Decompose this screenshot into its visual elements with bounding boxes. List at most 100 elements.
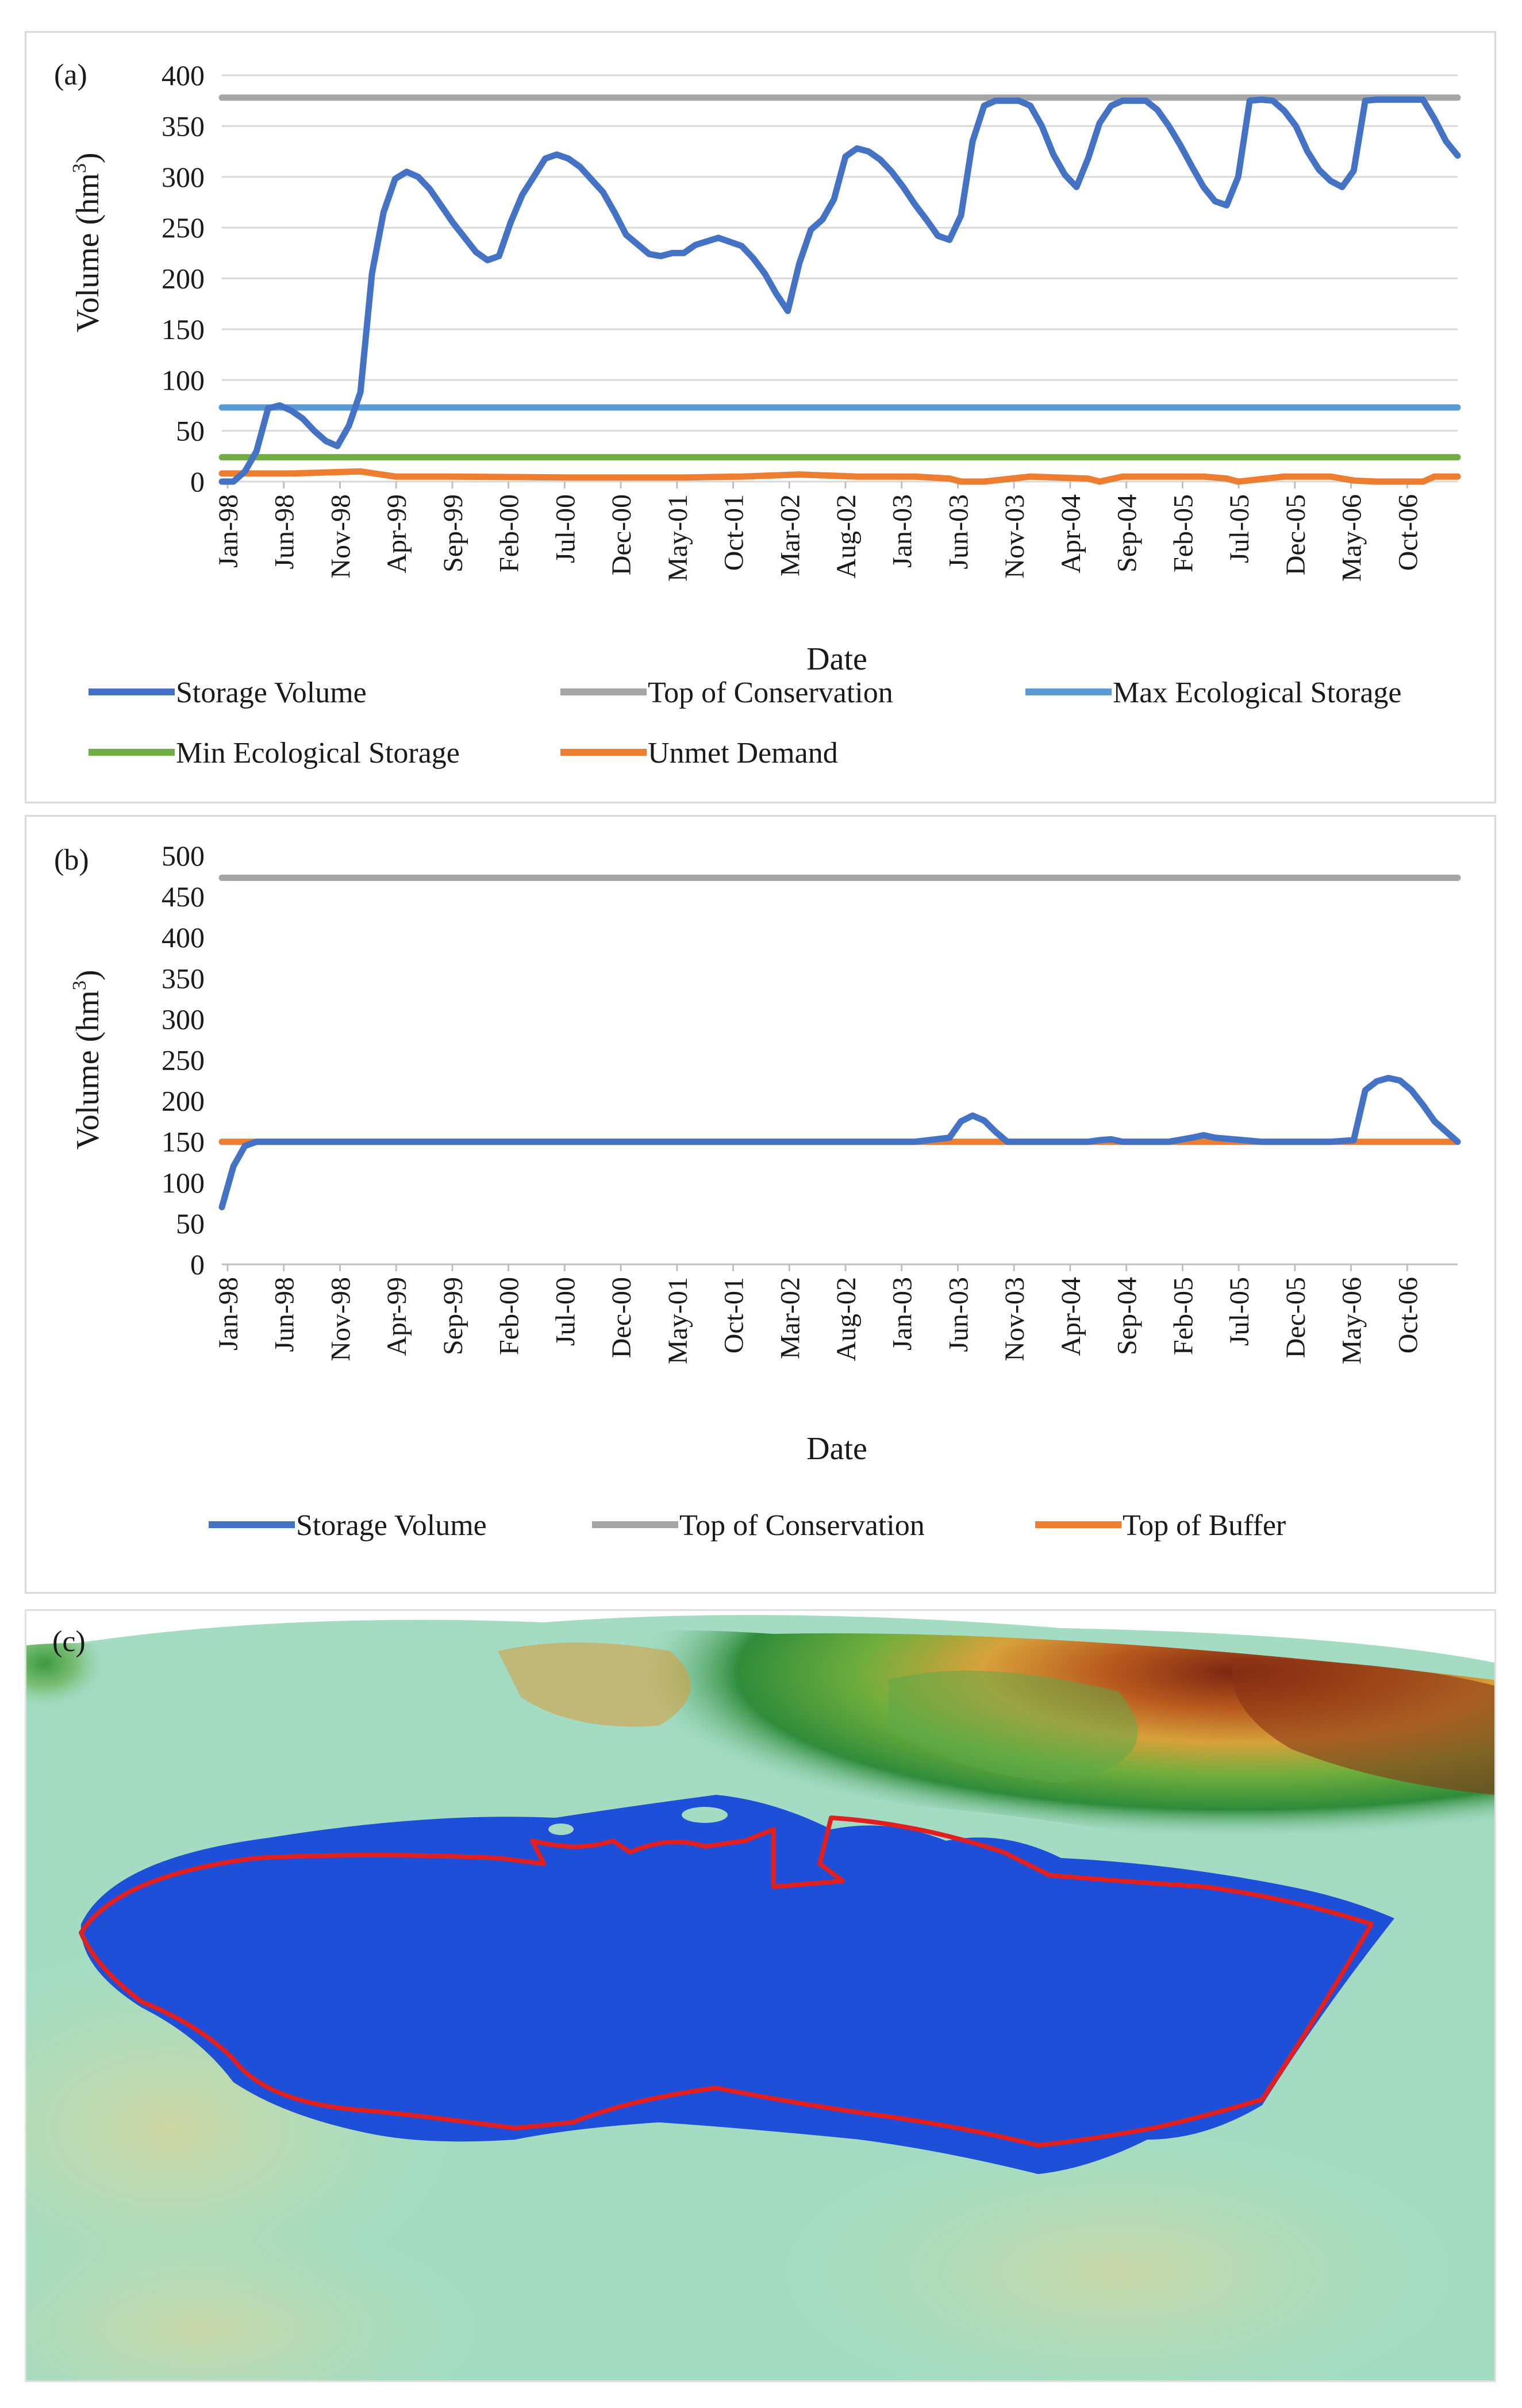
x-tick-label: Oct-06 <box>1393 1277 1423 1353</box>
x-tick-label: Mar-02 <box>775 494 805 576</box>
x-tick-label: May-01 <box>663 494 693 582</box>
reservoir-outline <box>79 1815 1374 2148</box>
grid-lines <box>222 74 1458 483</box>
x-tick-label: May-06 <box>1337 494 1367 582</box>
x-tick-label: Jul-05 <box>1224 494 1255 563</box>
panel-label-a: (a) <box>54 59 87 91</box>
x-axis-label: Date <box>806 1431 867 1467</box>
legend-label-top-of-buffer: Top of Buffer <box>1123 1509 1286 1542</box>
y-tick-label: 300 <box>162 161 205 193</box>
x-tick-label: Dec-05 <box>1281 1277 1311 1358</box>
y-axis-label: Volume (hm3) <box>69 152 106 332</box>
legend-label-max-ecological-storage: Max Ecological Storage <box>1113 676 1402 709</box>
series-lines <box>218 94 1461 485</box>
y-tick-label: 0 <box>190 1248 205 1280</box>
y-axis-label: Volume (hm3) <box>69 970 106 1149</box>
y-tick-label: 250 <box>162 1044 205 1076</box>
x-tick-label: Sep-99 <box>438 494 468 572</box>
legend-label-unmet-demand: Unmet Demand <box>648 737 838 770</box>
y-tick-label: 50 <box>176 415 205 447</box>
x-tick-label: Aug-02 <box>831 494 862 579</box>
x-tick-label: Feb-05 <box>1168 1277 1198 1355</box>
chart-a: (a) 0 50 100 150 200 250 300 350 400 Jan-98 Jun-9… <box>54 59 1461 770</box>
x-tick-label: Jul-05 <box>1224 1277 1255 1346</box>
x-tick-label: Jun-98 <box>270 1277 300 1352</box>
y-tick-label: 400 <box>162 921 205 953</box>
x-tick-label: Jan-98 <box>213 494 244 568</box>
x-tick-label: Apr-99 <box>382 494 412 574</box>
x-tick-label: Dec-05 <box>1281 494 1311 575</box>
y-tick-label: 100 <box>162 1167 205 1199</box>
x-tick-label: Nov-03 <box>1000 1277 1030 1361</box>
x-tick-label: Sep-04 <box>1112 494 1143 572</box>
panel-label-c: (c) <box>52 1625 86 1658</box>
left-hill <box>26 1643 210 1779</box>
legend: Storage Volume Top of Conservation Top of … <box>209 1509 1286 1542</box>
x-tick-label: Jun-98 <box>270 494 300 570</box>
y-tick-label: 350 <box>162 110 205 142</box>
series-line-unmet-demand <box>218 468 1461 485</box>
series-line-storage-volume <box>218 96 1461 485</box>
x-tick-label: Mar-02 <box>775 1277 805 1359</box>
x-tick-label: Oct-01 <box>719 494 750 571</box>
x-tick-label: Dec-00 <box>606 1277 637 1358</box>
legend-label-top-of-conservation: Top of Conservation <box>648 676 893 709</box>
y-tick-label: 300 <box>162 1003 205 1035</box>
panel-b: (b) 0 50 100 150 200 250 300 350 400 450 500 Jan-9… <box>25 815 1496 1594</box>
y-tick-label: 200 <box>162 263 205 295</box>
x-tick-label: Jan-03 <box>887 494 918 568</box>
x-tick-label: Jun-03 <box>943 1277 974 1352</box>
panel-c: (c) <box>25 1609 1496 2382</box>
x-tick-label: Feb-00 <box>494 1277 525 1355</box>
x-tick-label: Apr-04 <box>1056 1277 1086 1356</box>
panel-a: (a) 0 50 100 150 200 250 300 350 400 Jan-98 Jun-9… <box>25 31 1496 803</box>
legend: Storage Volume Top of Conservation Max Eco… <box>89 676 1402 770</box>
x-tick-labels: Jan-98 Jun-98 Nov-98 Apr-99 Sep-99 Feb-00 Jul-… <box>213 482 1423 582</box>
legend-label-top-of-conservation: Top of Conservation <box>679 1509 925 1542</box>
x-tick-label: Jun-03 <box>943 494 974 570</box>
foothill-patch <box>26 2214 486 2380</box>
ridge-highlight <box>498 1642 691 1727</box>
peak-area <box>1232 1657 1494 1795</box>
x-tick-label: May-06 <box>1337 1277 1367 1364</box>
forest-slope <box>889 1671 1138 1783</box>
y-tick-label: 150 <box>162 313 205 345</box>
foothill-patch <box>774 2128 1463 2380</box>
y-tick-label: 500 <box>162 840 205 872</box>
x-tick-label: Aug-02 <box>831 1277 862 1361</box>
y-tick-label: 450 <box>162 880 205 913</box>
legend-label-storage-volume: Storage Volume <box>176 676 367 709</box>
chart-b: (b) 0 50 100 150 200 250 300 350 400 450 500 Jan-9… <box>54 840 1461 1542</box>
x-tick-label: Oct-06 <box>1393 494 1423 571</box>
y-tick-label: 50 <box>176 1207 205 1240</box>
x-tick-label: Nov-03 <box>1000 494 1030 579</box>
y-tick-label: 100 <box>162 364 205 396</box>
reservoir-water <box>80 1795 1394 2174</box>
y-tick-label: 200 <box>162 1085 205 1117</box>
x-tick-label: May-01 <box>663 1277 693 1364</box>
x-tick-label: Feb-05 <box>1168 494 1198 572</box>
legend-label-min-ecological-storage: Min Ecological Storage <box>176 737 460 770</box>
x-tick-labels: Jan-98 Jun-98 Nov-98 Apr-99 Sep-99 Feb-00 Jul-… <box>213 1264 1423 1364</box>
x-tick-label: Jan-98 <box>213 1277 244 1351</box>
x-tick-label: Sep-04 <box>1112 1277 1143 1355</box>
panel-label-b: (b) <box>54 844 89 876</box>
x-tick-label: Nov-98 <box>325 494 356 579</box>
x-tick-label: Apr-04 <box>1056 494 1086 574</box>
y-tick-label: 350 <box>162 962 205 994</box>
island <box>548 1824 574 1835</box>
x-tick-label: Dec-00 <box>606 494 637 575</box>
terrain-map: (c) <box>26 1611 1494 2380</box>
x-tick-label: Nov-98 <box>325 1277 356 1361</box>
y-tick-label: 400 <box>162 59 205 91</box>
x-tick-label: Jan-03 <box>887 1277 918 1351</box>
y-tick-label: 250 <box>162 211 205 244</box>
y-tick-labels: 0 50 100 150 200 250 300 350 400 <box>162 59 205 498</box>
x-tick-label: Jul-00 <box>550 1277 581 1346</box>
x-tick-label: Oct-01 <box>719 1277 750 1353</box>
x-tick-label: Jul-00 <box>550 494 581 563</box>
island <box>682 1807 728 1823</box>
series-lines <box>218 874 1461 1210</box>
y-tick-labels: 0 50 100 150 200 250 300 350 400 450 500 <box>162 840 205 1280</box>
y-tick-label: 150 <box>162 1126 205 1158</box>
